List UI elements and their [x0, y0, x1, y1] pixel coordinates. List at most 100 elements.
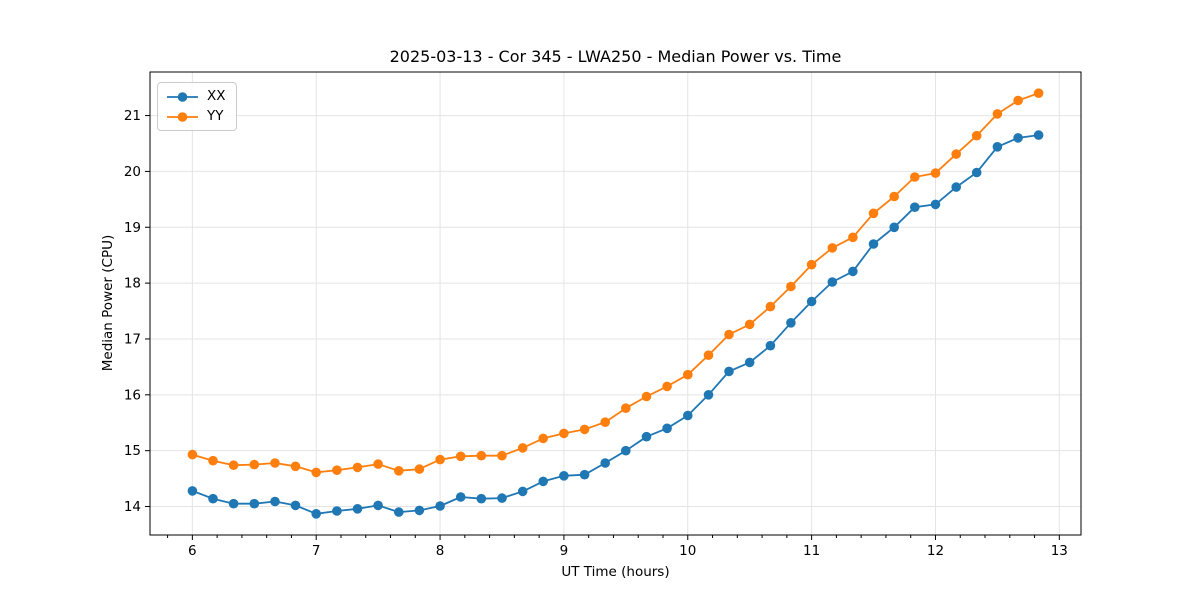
y-tick-label-15: 15 — [124, 443, 141, 459]
series-yy-point — [332, 465, 342, 476]
series-yy-point — [579, 424, 590, 435]
series-xx-point — [971, 167, 982, 178]
series-xx-point — [270, 496, 280, 507]
y-tick-label-19: 19 — [124, 220, 141, 236]
series-yy-point — [414, 464, 425, 474]
y-tick-label-14: 14 — [124, 499, 141, 515]
y-axis-label: Median Power (CPU) — [100, 234, 116, 372]
series-yy-point — [249, 459, 260, 470]
x-tick-label-8: 8 — [436, 543, 445, 559]
series-xx-point — [600, 458, 610, 468]
series-yy-point — [992, 109, 1003, 119]
series-yy-point — [806, 259, 817, 270]
series-xx-point — [848, 266, 858, 277]
series-xx-point — [394, 507, 404, 517]
series-yy-point — [290, 461, 301, 472]
series-yy-point — [187, 449, 198, 460]
series-yy-point — [744, 319, 755, 330]
x-tick-label-7: 7 — [312, 543, 321, 559]
legend-marker-yy-icon — [167, 111, 198, 122]
series-yy-point — [683, 369, 693, 380]
series-xx-point — [868, 239, 879, 249]
series-yy-point — [868, 208, 879, 219]
series-xx-point — [786, 318, 796, 328]
series-yy-point — [373, 459, 383, 469]
x-tick-label-10: 10 — [679, 543, 696, 559]
series-yy-point — [765, 301, 776, 312]
legend-label-yy: YY — [207, 107, 224, 124]
series-xx-point — [910, 202, 920, 212]
legend-item-yy: YY — [166, 108, 226, 125]
series-xx-point — [435, 501, 445, 511]
y-tick-label-20: 20 — [124, 164, 141, 180]
series-xx-point — [559, 471, 569, 481]
x-tick-label-11: 11 — [803, 543, 820, 559]
series-xx-point — [352, 504, 363, 514]
series-xx-point — [249, 498, 260, 509]
series-yy-point — [270, 458, 280, 468]
series-xx-point — [951, 182, 961, 192]
series-yy-point — [600, 417, 610, 428]
series-xx-point — [765, 340, 776, 351]
series-xx-point — [497, 493, 507, 503]
series-yy-point — [311, 467, 322, 478]
series-yy-point — [641, 391, 652, 402]
series-xx-point — [373, 500, 383, 511]
series-xx-point — [228, 498, 239, 509]
plot-frame — [149, 71, 1082, 536]
series-yy-point — [662, 381, 672, 392]
series-yy-point — [930, 168, 941, 178]
series-xx-point — [538, 476, 548, 487]
series-xx-point — [703, 390, 714, 400]
series-xx-point — [476, 493, 487, 504]
series-yy-point — [1013, 95, 1023, 106]
series-xx-point — [662, 423, 672, 434]
series-xx-point — [724, 366, 734, 377]
y-tick-label-17: 17 — [124, 331, 141, 347]
tick-labels: 6 7 8 9 10 11 12 13 14 15 16 17 18 19 20 21 — [124, 108, 1068, 559]
series-yy-point — [827, 243, 838, 253]
series-xx-point — [744, 357, 755, 368]
series-yy-point — [889, 191, 899, 202]
series-yy-point — [786, 281, 796, 292]
series-xx-point — [455, 492, 466, 502]
series-xx-point — [827, 277, 838, 287]
series-xx-point — [1013, 133, 1023, 143]
series-xx-point — [889, 222, 899, 233]
series-yy-point — [848, 232, 858, 243]
series-xx-point — [187, 486, 198, 496]
series-yy-point — [497, 450, 507, 461]
series-xx-point — [683, 410, 693, 421]
x-tick-label-12: 12 — [927, 543, 944, 559]
x-tick-label-9: 9 — [560, 543, 569, 559]
series-yy-point — [621, 403, 631, 414]
series-yy-point — [435, 454, 445, 465]
series-yy-point — [538, 433, 548, 444]
x-axis-label: UT Time (hours) — [561, 564, 670, 580]
series-yy-point — [971, 130, 982, 141]
series-yy-point — [517, 443, 528, 453]
series-yy-point — [951, 149, 961, 159]
series-yy-point — [724, 329, 734, 340]
y-tick-label-18: 18 — [124, 276, 141, 292]
y-tick-label-21: 21 — [124, 108, 141, 124]
series-xx-point — [992, 142, 1003, 152]
series-yy-point — [476, 450, 487, 461]
series-yy-point — [394, 466, 404, 476]
series-yy-point — [228, 460, 239, 471]
series-yy-point — [455, 451, 466, 462]
series-xx-point — [290, 500, 301, 511]
x-tick-label-6: 6 — [188, 543, 197, 559]
series-xx-point — [1033, 130, 1044, 140]
series-yy — [187, 88, 1044, 478]
legend-item-xx: XX — [166, 88, 226, 105]
series-yy-point — [352, 462, 363, 473]
series-xx-point — [621, 445, 631, 456]
legend-label-xx: XX — [207, 87, 226, 104]
series-xx-point — [930, 199, 941, 210]
y-tick-label-16: 16 — [124, 387, 141, 403]
series-xx — [187, 130, 1044, 519]
series-xx-point — [579, 469, 590, 480]
